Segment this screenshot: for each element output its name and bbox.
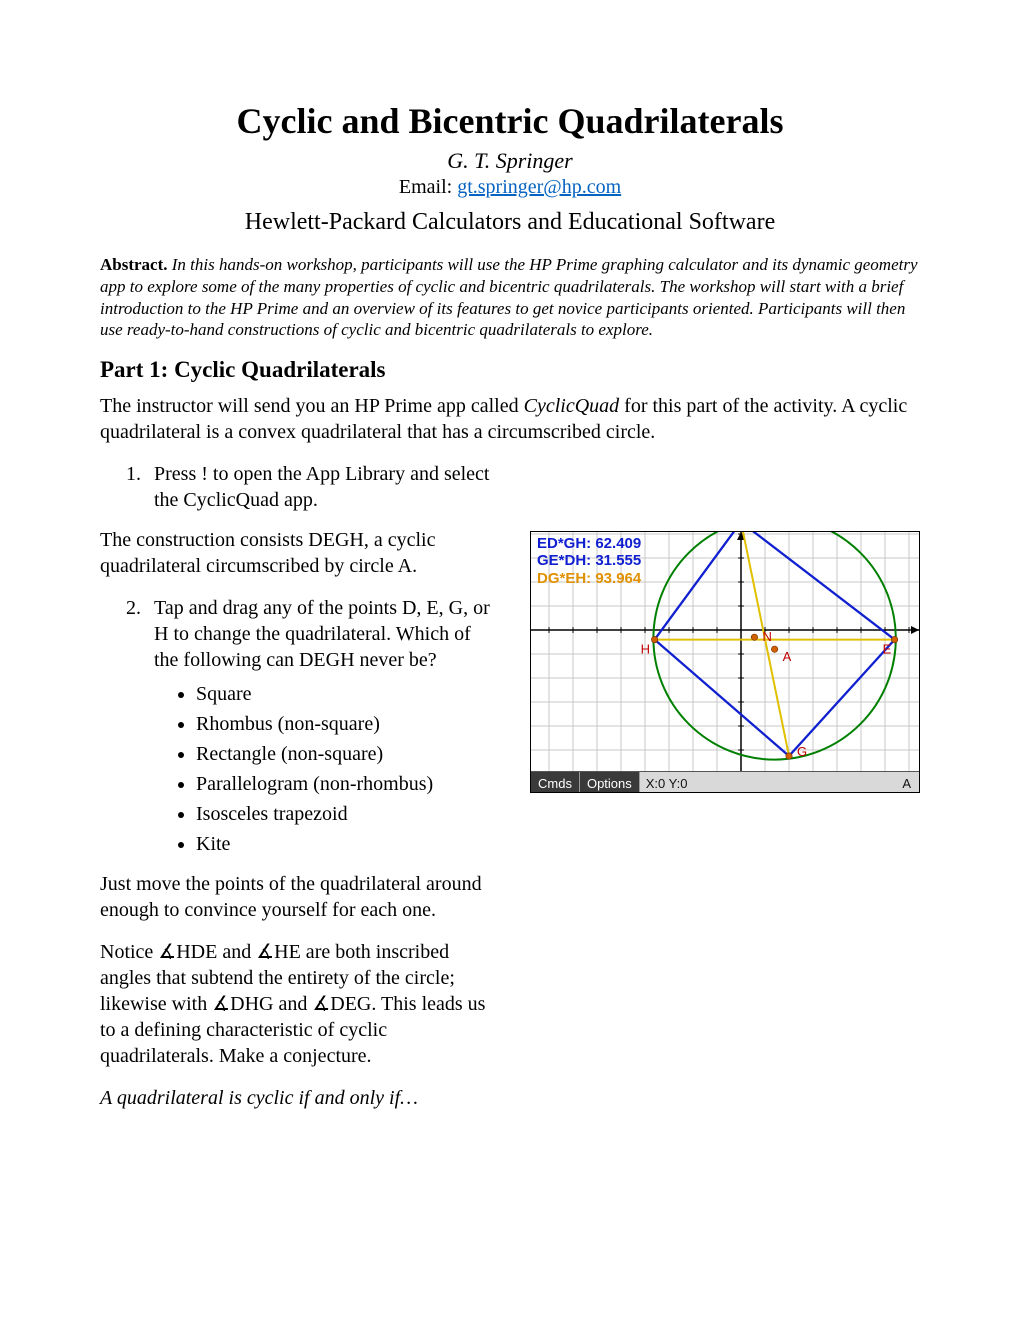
svg-text:E: E <box>883 642 892 657</box>
step-2-lead: Tap and drag any of the points D, E, G, … <box>154 597 490 671</box>
shape-trapezoid: Isosceles trapezoid <box>196 801 500 827</box>
measurement-overlay: ED*GH: 62.409 GE*DH: 31.555 DG*EH: 93.96… <box>537 535 641 587</box>
step-1: Press ! to open the App Library and sele… <box>146 461 500 513</box>
svg-text:N: N <box>762 629 771 644</box>
document-title: Cyclic and Bicentric Quadrilaterals <box>100 100 920 142</box>
abstract: Abstract. In this hands-on workshop, par… <box>100 254 920 341</box>
options-button[interactable]: Options <box>580 772 640 792</box>
step-list-2: Tap and drag any of the points D, E, G, … <box>100 595 500 857</box>
shape-rhombus: Rhombus (non-square) <box>196 711 500 737</box>
svg-text:H: H <box>641 642 650 657</box>
shape-rectangle: Rectangle (non-square) <box>196 741 500 767</box>
shape-parallelogram: Parallelogram (non-rhombus) <box>196 771 500 797</box>
left-column: Press ! to open the App Library and sele… <box>100 461 500 1127</box>
document-page: Cyclic and Bicentric Quadrilaterals G. T… <box>0 0 1020 1320</box>
shape-options: Square Rhombus (non-square) Rectangle (n… <box>154 681 500 857</box>
right-column: DEGHNA ED*GH: 62.409 GE*DH: 31.555 DG*EH… <box>530 531 920 793</box>
move-paragraph: Just move the points of the quadrilatera… <box>100 871 500 923</box>
email-label: Email: <box>399 176 457 198</box>
cmds-button[interactable]: Cmds <box>531 772 580 792</box>
step-2: Tap and drag any of the points D, E, G, … <box>146 595 500 857</box>
measurement-2: GE*DH: 31.555 <box>537 552 641 569</box>
author-name: G. T. Springer <box>100 148 920 174</box>
figure-toolbar: Cmds Options X:0 Y:0 A <box>531 771 919 792</box>
geometry-figure: DEGHNA ED*GH: 62.409 GE*DH: 31.555 DG*EH… <box>530 531 920 793</box>
two-column-region: Press ! to open the App Library and sele… <box>100 461 920 1127</box>
svg-text:G: G <box>797 744 807 759</box>
shape-square: Square <box>196 681 500 707</box>
intro-paragraph: The instructor will send you an HP Prime… <box>100 393 920 445</box>
email-link[interactable]: gt.springer@hp.com <box>457 176 621 198</box>
affiliation: Hewlett-Packard Calculators and Educatio… <box>100 209 920 236</box>
measurement-1: ED*GH: 62.409 <box>537 535 641 552</box>
svg-text:A: A <box>783 649 792 664</box>
abstract-body: In this hands-on workshop, participants … <box>100 255 918 339</box>
section-1-heading: Part 1: Cyclic Quadrilaterals <box>100 357 920 383</box>
notice-paragraph: Notice ∡HDE and ∡HE are both inscribed a… <box>100 939 500 1069</box>
abstract-label: Abstract. <box>100 255 168 274</box>
email-line: Email: gt.springer@hp.com <box>100 176 920 199</box>
step-list-1: Press ! to open the App Library and sele… <box>100 461 500 513</box>
construction-paragraph: The construction consists DEGH, a cyclic… <box>100 527 500 579</box>
cursor-status: X:0 Y:0 <box>640 772 895 792</box>
active-object-label: A <box>894 772 919 792</box>
shape-kite: Kite <box>196 831 500 857</box>
measurement-3: DG*EH: 93.964 <box>537 570 641 587</box>
conjecture-paragraph: A quadrilateral is cyclic if and only if… <box>100 1085 500 1111</box>
